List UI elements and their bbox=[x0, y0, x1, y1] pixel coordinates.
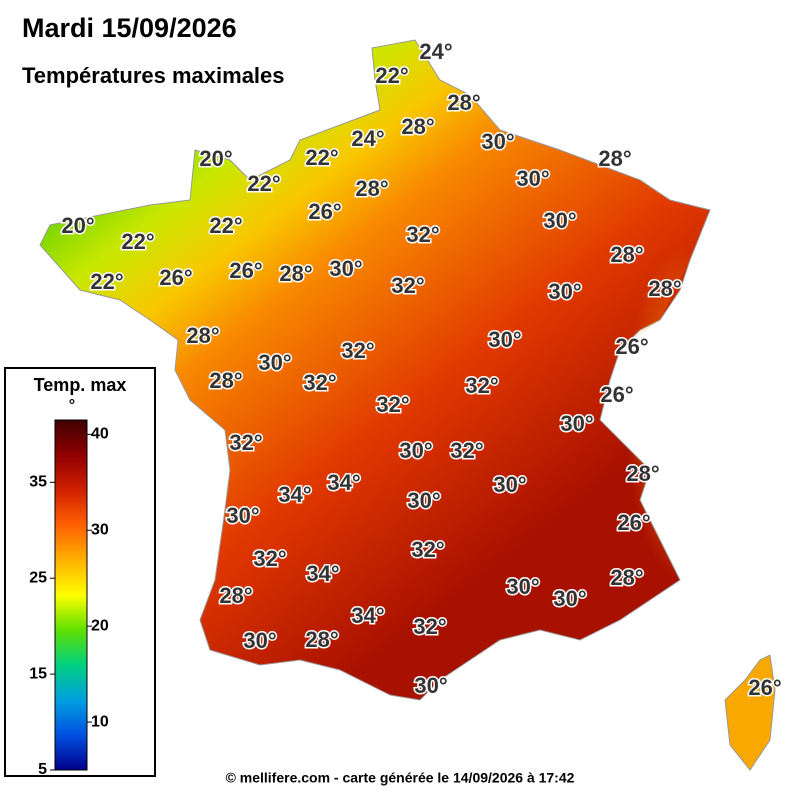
temp-label: 28° bbox=[648, 276, 681, 301]
tick-label: 15 bbox=[29, 665, 47, 682]
temp-label: 30° bbox=[548, 279, 581, 304]
temp-label: 30° bbox=[488, 327, 521, 352]
temp-label: 30° bbox=[399, 438, 432, 463]
temp-label: 30° bbox=[493, 472, 526, 497]
tick-label: 30 bbox=[91, 521, 109, 538]
tick-label: 35 bbox=[29, 474, 47, 491]
temp-label: 34° bbox=[306, 561, 339, 586]
temp-label: 26° bbox=[229, 258, 262, 283]
temp-label: 30° bbox=[516, 166, 549, 191]
temp-label: 30° bbox=[560, 411, 593, 436]
temp-label: 22° bbox=[247, 171, 280, 196]
temp-label: 22° bbox=[90, 269, 123, 294]
temp-label: 30° bbox=[553, 586, 586, 611]
tick-label: 20 bbox=[91, 617, 109, 634]
temp-label: 26° bbox=[748, 675, 781, 700]
temp-label: 28° bbox=[186, 323, 219, 348]
temp-label: 30° bbox=[329, 256, 362, 281]
temp-label: 28° bbox=[447, 90, 480, 115]
temp-label: 28° bbox=[219, 583, 252, 608]
temp-label: 26° bbox=[617, 510, 650, 535]
temp-label: 22° bbox=[121, 229, 154, 254]
temp-label: 28° bbox=[305, 627, 338, 652]
temp-label: 34° bbox=[278, 482, 311, 507]
subtitle: Températures maximales bbox=[22, 63, 285, 88]
temp-label: 32° bbox=[450, 438, 483, 463]
temp-label: 24° bbox=[351, 126, 384, 151]
temp-label: 32° bbox=[376, 392, 409, 417]
footer: © mellifere.com - carte générée le 14/09… bbox=[226, 770, 575, 786]
corsica-land bbox=[724, 654, 776, 771]
tick-label: 40 bbox=[91, 426, 109, 443]
tick-label: 10 bbox=[91, 713, 109, 730]
temp-label: 26° bbox=[308, 199, 341, 224]
temp-label: 30° bbox=[258, 350, 291, 375]
temp-label: 30° bbox=[506, 574, 539, 599]
colorbar bbox=[54, 419, 88, 771]
temp-label: 20° bbox=[61, 213, 94, 238]
temp-label: 26° bbox=[615, 334, 648, 359]
temp-label: 26° bbox=[600, 382, 633, 407]
temp-label: 28° bbox=[610, 242, 643, 267]
temp-label: 20° bbox=[199, 146, 232, 171]
temp-label: 28° bbox=[279, 261, 312, 286]
temp-label: 32° bbox=[465, 373, 498, 398]
temp-label: 32° bbox=[406, 222, 439, 247]
temp-label: 32° bbox=[391, 273, 424, 298]
temp-label: 32° bbox=[413, 614, 446, 639]
temp-label: 30° bbox=[543, 208, 576, 233]
temp-label: 28° bbox=[610, 565, 643, 590]
temp-label: 30° bbox=[414, 673, 447, 698]
temp-label: 30° bbox=[243, 628, 276, 653]
temp-label: 32° bbox=[253, 546, 286, 571]
temp-label: 32° bbox=[303, 370, 336, 395]
tick-label: 5 bbox=[38, 761, 47, 778]
title: Mardi 15/09/2026 bbox=[22, 13, 237, 43]
temp-label: 22° bbox=[209, 213, 242, 238]
legend-unit: ° bbox=[69, 397, 75, 414]
temp-label: 28° bbox=[598, 146, 631, 171]
temp-label: 34° bbox=[327, 470, 360, 495]
temp-label: 32° bbox=[341, 338, 374, 363]
temp-label: 28° bbox=[401, 114, 434, 139]
temp-label: 30° bbox=[226, 503, 259, 528]
temp-label: 22° bbox=[305, 145, 338, 170]
temp-label: 26° bbox=[159, 265, 192, 290]
temp-label: 22° bbox=[375, 63, 408, 88]
temp-label: 30° bbox=[481, 129, 514, 154]
temp-label: 28° bbox=[626, 461, 659, 486]
temp-label: 28° bbox=[209, 368, 242, 393]
tick-label: 25 bbox=[29, 569, 47, 586]
temp-label: 32° bbox=[411, 537, 444, 562]
temp-label: 34° bbox=[351, 603, 384, 628]
legend-title: Temp. max bbox=[34, 375, 127, 395]
temp-label: 30° bbox=[407, 488, 440, 513]
temp-label: 28° bbox=[355, 176, 388, 201]
temp-label: 24° bbox=[419, 39, 452, 64]
temp-label: 32° bbox=[229, 430, 262, 455]
east-overlay bbox=[540, 150, 710, 630]
